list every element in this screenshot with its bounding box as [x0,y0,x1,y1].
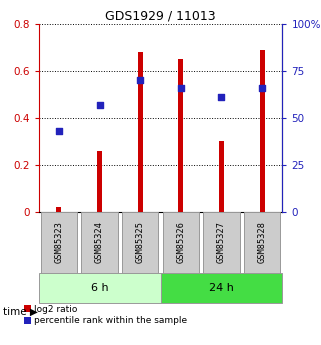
Bar [81,212,118,273]
Bar [203,212,240,273]
Bar [244,212,281,273]
Bar [138,52,143,212]
Point [138,78,143,83]
Text: 24 h: 24 h [209,283,234,293]
Bar [39,273,160,304]
Title: GDS1929 / 11013: GDS1929 / 11013 [105,10,216,23]
Bar [56,207,61,212]
Text: GSM85324: GSM85324 [95,221,104,264]
Text: GSM85328: GSM85328 [258,221,267,264]
Point [260,85,265,91]
Text: GSM85327: GSM85327 [217,221,226,264]
Bar [260,50,265,212]
Point [97,102,102,108]
Point [178,85,183,91]
Bar [97,151,102,212]
Bar [40,212,77,273]
Text: time ▶: time ▶ [3,307,38,317]
Text: GSM85325: GSM85325 [136,221,145,264]
Legend: log2 ratio, percentile rank within the sample: log2 ratio, percentile rank within the s… [23,305,187,325]
Text: GSM85323: GSM85323 [54,221,63,264]
Bar [122,212,159,273]
Bar [178,59,183,212]
Point [219,95,224,100]
Text: 6 h: 6 h [91,283,108,293]
Point [56,128,61,134]
Text: GSM85326: GSM85326 [176,221,185,264]
Bar [162,212,199,273]
Bar [219,141,224,212]
Bar [160,273,282,304]
